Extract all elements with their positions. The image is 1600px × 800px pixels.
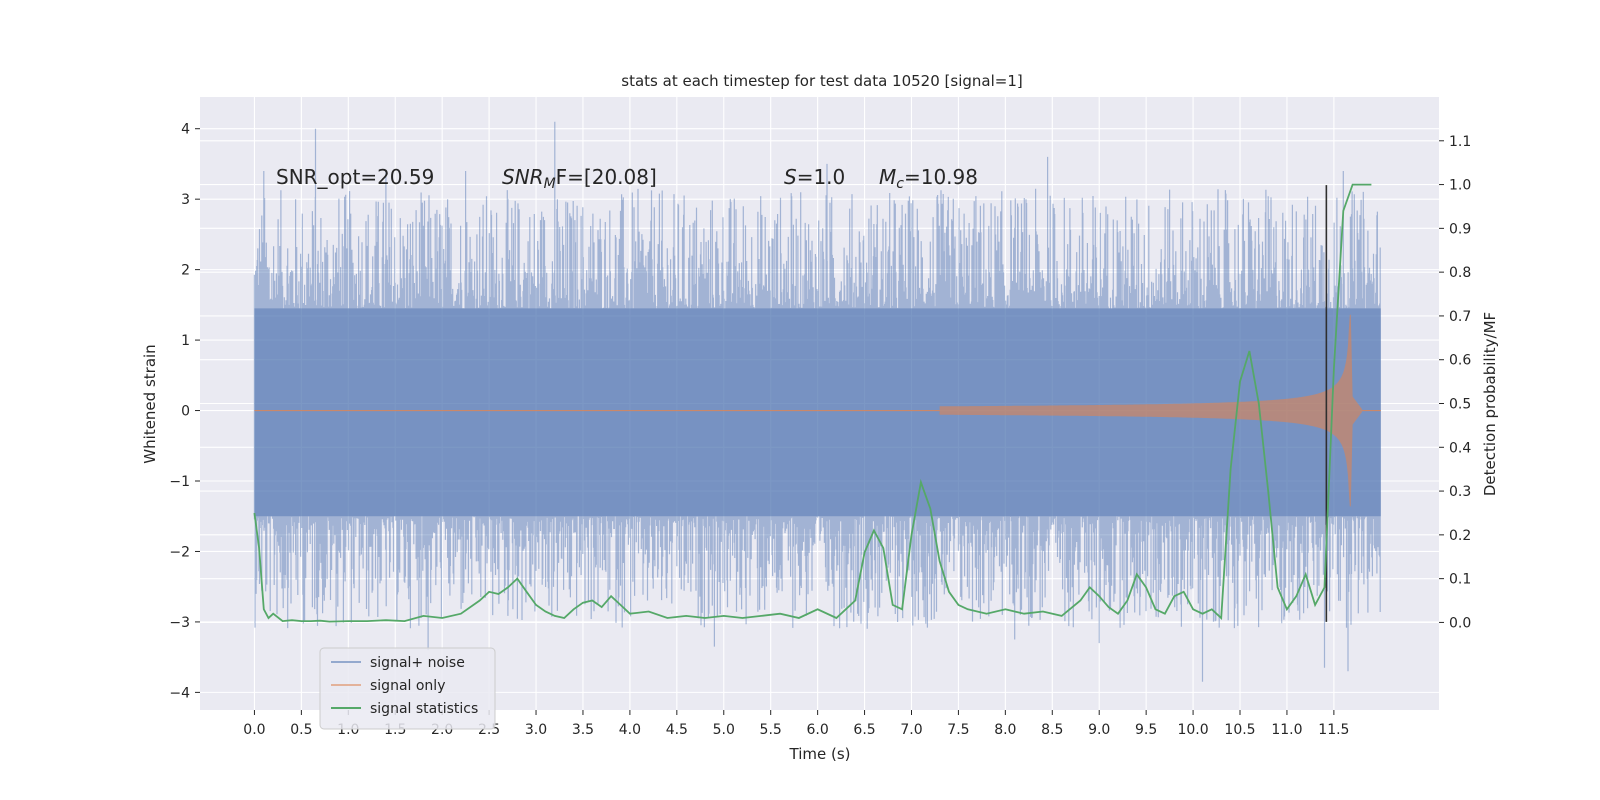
y2-tick-label-2: 0.9 bbox=[1449, 221, 1471, 237]
x-tick-label-10: 5.0 bbox=[713, 722, 735, 738]
y-tick-label-8: −4 bbox=[169, 685, 190, 701]
y2-tick-label-6: 0.5 bbox=[1449, 397, 1471, 413]
x-tick-label-17: 8.5 bbox=[1041, 722, 1063, 738]
x-axis-ticks: 0.0 0.5 1.0 1.5 2.0 2.5 3.0 3.5 4.0 4.5 5.0 5.5 6.0 6… bbox=[243, 710, 1349, 738]
y-tick-label-7: −3 bbox=[169, 615, 190, 631]
x-axis-label: Time (s) bbox=[789, 745, 851, 763]
x-tick-label-13: 6.5 bbox=[853, 722, 875, 738]
y-tick-label-1: 3 bbox=[181, 192, 190, 208]
y-axis-label: Whitened strain bbox=[141, 344, 159, 463]
x-tick-label-14: 7.0 bbox=[900, 722, 922, 738]
legend-label-signal-noise: signal+ noise bbox=[370, 655, 465, 671]
snr-mf-value: F=[20.08] bbox=[556, 165, 657, 189]
legend-label-signal-only: signal only bbox=[370, 678, 445, 694]
y-tick-label-0: 4 bbox=[181, 122, 190, 138]
y2-tick-label-4: 0.7 bbox=[1449, 309, 1471, 325]
x-tick-label-15: 7.5 bbox=[947, 722, 969, 738]
y-tick-label-3: 1 bbox=[181, 333, 190, 349]
x-tick-label-23: 11.5 bbox=[1318, 722, 1349, 738]
y-tick-label-2: 2 bbox=[181, 263, 190, 279]
y2-tick-label-8: 0.3 bbox=[1449, 484, 1471, 500]
legend-label-signal-statistics: signal statistics bbox=[370, 701, 478, 717]
x-tick-label-9: 4.5 bbox=[666, 722, 688, 738]
y2-tick-label-10: 0.1 bbox=[1449, 572, 1471, 588]
legend-box bbox=[319, 647, 496, 730]
chart-title: stats at each timestep for test data 105… bbox=[621, 72, 1022, 90]
x-tick-label-21: 10.5 bbox=[1224, 722, 1255, 738]
chirp-envelope bbox=[939, 314, 1362, 507]
y2-axis-label: Detection probability/MF bbox=[1481, 312, 1499, 496]
y2-tick-label-3: 0.8 bbox=[1449, 265, 1471, 281]
y2-tick-label-7: 0.4 bbox=[1449, 440, 1471, 456]
signal-statistics-series bbox=[253, 183, 1372, 623]
annotation-s: S=1.0 bbox=[784, 165, 845, 189]
x-tick-label-18: 9.0 bbox=[1088, 722, 1110, 738]
snr-mf-symbol: SNR bbox=[502, 165, 544, 189]
x-tick-label-6: 3.0 bbox=[525, 722, 547, 738]
x-tick-label-7: 3.5 bbox=[572, 722, 594, 738]
y-axis-ticks: 4 3 2 1 0 −1 −2 −3 −4 bbox=[169, 122, 200, 701]
mc-subscript: c bbox=[896, 176, 904, 192]
y-tick-label-6: −2 bbox=[169, 544, 190, 560]
x-tick-label-11: 5.5 bbox=[760, 722, 782, 738]
x-tick-label-1: 0.5 bbox=[290, 722, 312, 738]
legend: signal+ noise signal only signal statist… bbox=[319, 647, 496, 730]
y2-tick-label-9: 0.2 bbox=[1449, 528, 1471, 544]
y-tick-label-4: 0 bbox=[181, 404, 190, 420]
x-tick-label-20: 10.0 bbox=[1177, 722, 1208, 738]
y2-tick-label-5: 0.6 bbox=[1449, 353, 1471, 369]
mc-symbol: M bbox=[879, 165, 896, 189]
mc-value: =10.98 bbox=[904, 165, 978, 189]
snr-mf-subscript: M bbox=[544, 176, 556, 192]
x-tick-label-12: 6.0 bbox=[806, 722, 828, 738]
y2-tick-label-1: 1.0 bbox=[1449, 178, 1471, 194]
annotation-mc: Mc=10.98 bbox=[879, 165, 978, 192]
x-tick-label-22: 11.0 bbox=[1271, 722, 1302, 738]
annotation-snr-mf: SNRMF=[20.08] bbox=[502, 165, 657, 192]
y-tick-label-5: −1 bbox=[169, 474, 190, 490]
annotation-snr-opt: SNR_opt=20.59 bbox=[276, 165, 434, 189]
y2-tick-label-0: 1.1 bbox=[1449, 134, 1471, 150]
y2-tick-label-11: 0.0 bbox=[1449, 615, 1471, 631]
x-tick-label-0: 0.0 bbox=[243, 722, 265, 738]
y2-axis-ticks: 1.1 1.0 0.9 0.8 0.7 0.6 0.5 0.4 0.3 0.2 0.1 0.0 bbox=[1439, 134, 1471, 631]
signal-statistics-line bbox=[253, 183, 1372, 623]
x-tick-label-19: 9.5 bbox=[1135, 722, 1157, 738]
x-tick-label-8: 4.0 bbox=[619, 722, 641, 738]
x-tick-label-16: 8.0 bbox=[994, 722, 1016, 738]
s-value: =1.0 bbox=[797, 165, 846, 189]
s-symbol: S bbox=[784, 165, 797, 189]
